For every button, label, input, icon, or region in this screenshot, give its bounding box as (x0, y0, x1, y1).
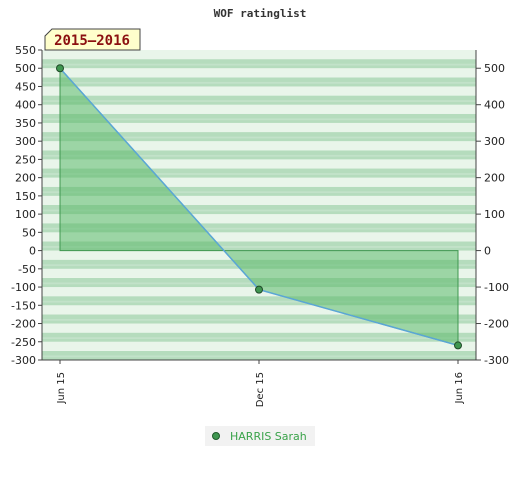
y-tick-label-left: 350 (15, 117, 36, 130)
y-tick-label-left: 500 (15, 62, 36, 75)
y-tick-label-left: -150 (11, 299, 36, 312)
y-tick-label-right: 200 (484, 172, 505, 185)
y-ticks-left: 550500450400350300250200150100500-50-100… (11, 44, 42, 367)
y-tick-label-right: 300 (484, 135, 505, 148)
y-tick-label-right: 500 (484, 62, 505, 75)
y-tick-label-right: 0 (484, 245, 491, 258)
y-tick-label-left: 300 (15, 135, 36, 148)
y-tick-label-right: -300 (484, 354, 509, 367)
legend[interactable]: HARRIS Sarah (205, 426, 315, 446)
y-tick-label-left: -250 (11, 336, 36, 349)
y-tick-label-left: 150 (15, 190, 36, 203)
x-tick-label: Dec 15 (255, 372, 266, 407)
y-tick-label-right: -100 (484, 281, 509, 294)
y-tick-label-left: -50 (18, 263, 36, 276)
data-point[interactable] (454, 341, 462, 350)
x-tick-label: Jun 16 (454, 372, 465, 405)
y-tick-label-left: 100 (15, 208, 36, 221)
chart-title: WOF ratinglist (214, 7, 307, 20)
y-tick-label-left: 400 (15, 99, 36, 112)
y-ticks-right: 500 400 300 200 100 0 -100 -200 -300 (476, 62, 509, 367)
y-tick-label-left: 50 (22, 226, 36, 239)
season-label: 2015–2016 (54, 33, 130, 49)
y-tick-label-left: -300 (11, 354, 36, 367)
x-ticks: Jun 15 Dec 15 Jun 16 (56, 360, 465, 407)
x-tick-label: Jun 15 (56, 372, 67, 405)
plot-background (42, 50, 476, 360)
season-tag: 2015–2016 (44, 28, 141, 51)
y-tick-label-left: 200 (15, 172, 36, 185)
data-point[interactable] (56, 64, 64, 73)
legend-label: HARRIS Sarah (230, 430, 307, 443)
marker-layer (56, 64, 462, 350)
y-tick-label-left: 0 (29, 245, 36, 258)
y-tick-label-right: 100 (484, 208, 505, 221)
y-tick-label-right: -200 (484, 318, 509, 331)
y-tick-label-left: 450 (15, 80, 36, 93)
y-tick-label-left: 550 (15, 44, 36, 57)
y-tick-label-right: 400 (484, 99, 505, 112)
y-tick-label-left: -100 (11, 281, 36, 294)
data-point[interactable] (255, 285, 263, 294)
legend-marker-icon (212, 432, 220, 440)
y-tick-label-left: -200 (11, 318, 36, 331)
y-tick-label-left: 250 (15, 153, 36, 166)
